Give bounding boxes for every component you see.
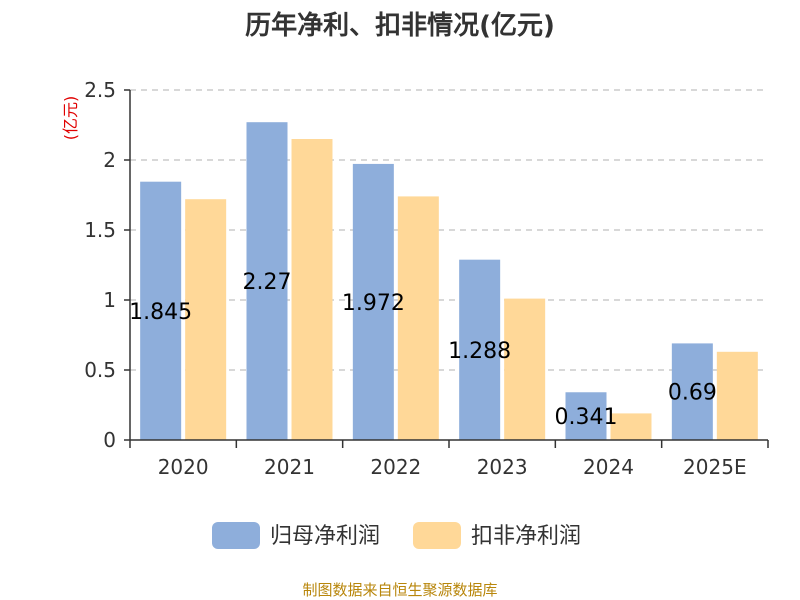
y-axis-unit: (亿元) xyxy=(61,96,80,141)
bar-net-profit xyxy=(671,343,713,440)
bar-deducted-net-profit xyxy=(610,413,652,440)
legend: 归母净利润 扣非净利润 xyxy=(212,522,581,549)
y-tick-label: 2 xyxy=(103,148,116,172)
x-tick-label: 2023 xyxy=(477,455,528,479)
y-tick-label: 0.5 xyxy=(84,358,116,382)
data-label: 1.972 xyxy=(342,291,405,316)
legend-swatch xyxy=(212,522,260,549)
data-label: 0.341 xyxy=(555,405,618,430)
data-label: 0.69 xyxy=(668,381,717,406)
bar-net-profit xyxy=(459,259,501,440)
data-labels: 1.845 2.27 1.972 1.288 0.341 0.69 xyxy=(129,270,717,430)
bars xyxy=(140,122,758,441)
source-note: 制图数据来自恒生聚源数据库 xyxy=(302,581,497,599)
y-tick-label: 2.5 xyxy=(84,78,116,102)
bar-deducted-net-profit xyxy=(185,199,227,440)
legend-label: 扣非净利润 xyxy=(471,524,581,549)
bar-deducted-net-profit xyxy=(397,196,439,440)
legend-swatch xyxy=(413,522,461,549)
y-tick-label: 1 xyxy=(103,288,116,312)
bar-net-profit xyxy=(140,181,182,440)
data-label: 2.27 xyxy=(243,270,292,295)
data-label: 1.845 xyxy=(129,300,192,325)
x-axis: 2020 2021 2022 2023 2024 2025E xyxy=(129,90,769,479)
chart-title: 历年净利、扣非情况(亿元) xyxy=(245,10,555,41)
gridlines xyxy=(130,89,768,371)
y-tick-label: 0 xyxy=(103,428,116,452)
x-tick-label: 2025E xyxy=(683,455,747,479)
legend-label: 归母净利润 xyxy=(270,524,380,549)
x-tick-label: 2020 xyxy=(158,455,209,479)
bar-deducted-net-profit xyxy=(291,139,333,440)
bar-net-profit xyxy=(246,122,288,440)
bar-net-profit xyxy=(352,163,394,441)
y-axis-ticks: 0 0.5 1 1.5 2 2.5 xyxy=(84,78,130,452)
data-label: 1.288 xyxy=(448,339,511,364)
x-tick-label: 2021 xyxy=(264,455,315,479)
x-tick-label: 2022 xyxy=(370,455,421,479)
y-tick-label: 1.5 xyxy=(84,218,116,242)
x-tick-label: 2024 xyxy=(583,455,634,479)
bar-net-profit xyxy=(565,392,607,440)
bar-deducted-net-profit xyxy=(716,351,758,440)
bar-deducted-net-profit xyxy=(504,298,546,440)
